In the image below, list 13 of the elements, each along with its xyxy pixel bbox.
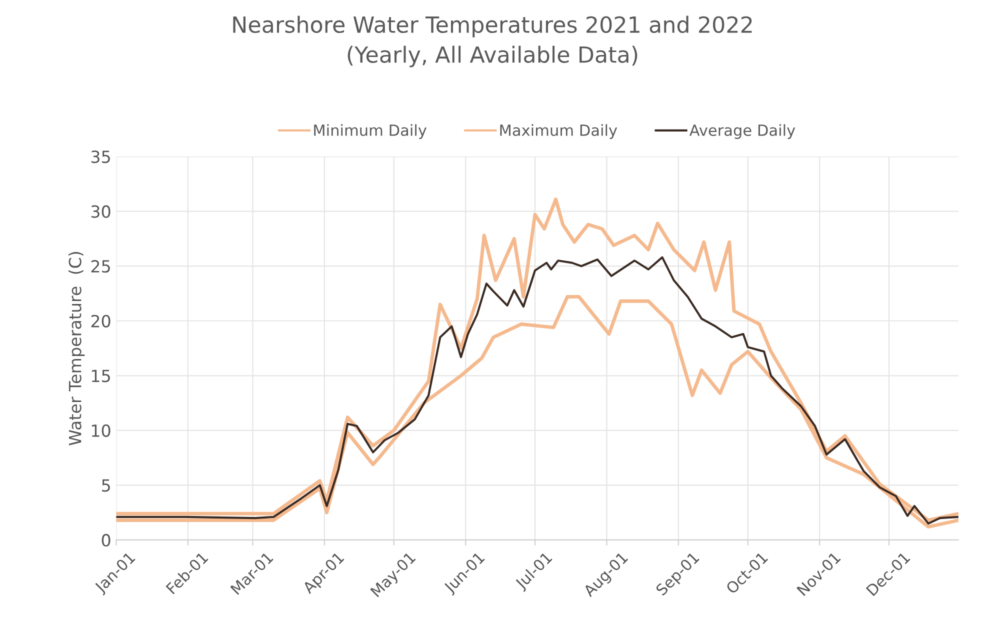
legend-label: Maximum Daily <box>500 124 618 139</box>
y-tick-label: 15 <box>92 370 110 382</box>
y-tick-label: 20 <box>91 314 110 328</box>
legend-label: Minimum Daily <box>314 124 426 139</box>
chart-title: Nearshore Water Temperatures 2021 and 2022 (Yearly, All Available Data) <box>233 16 752 68</box>
legend-label: Average Daily <box>689 124 796 139</box>
y-tick-label: 25 <box>91 260 110 273</box>
y-tick-label: 35 <box>91 150 110 164</box>
y-tick-label: 30 <box>91 205 110 218</box>
y-axis-title: Water Temperature (C) <box>68 252 85 446</box>
y-tick-label: 10 <box>92 424 110 437</box>
y-tick-label: 0 <box>102 534 110 547</box>
y-tick-label: 5 <box>102 479 110 492</box>
